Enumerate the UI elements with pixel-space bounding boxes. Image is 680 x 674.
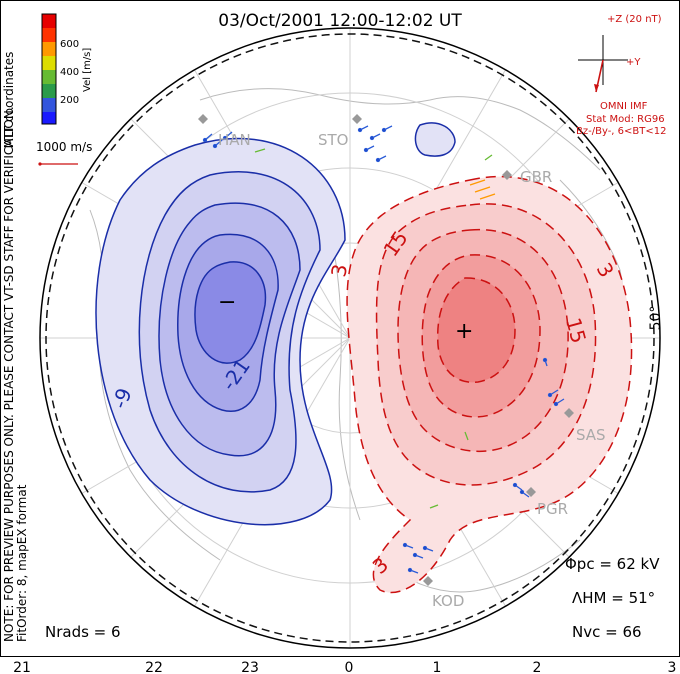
station-label: SAS xyxy=(576,426,606,444)
positive-potential-cell xyxy=(346,175,633,594)
plot-title: 03/Oct/2001 12:00-12:02 UT xyxy=(218,11,462,31)
station-label: KOD xyxy=(432,592,464,610)
coordinate-system-label: MLT coordinates xyxy=(2,52,16,149)
velocity-colorbar: 600 400 200 Vel [m/s] xyxy=(41,13,93,125)
stat-model-label: Stat Mod: RG96 xyxy=(586,114,665,125)
hm-boundary-latitude: ΛHM = 51° xyxy=(572,589,655,607)
preview-note: NOTE: FOR PREVIEW PURPOSES ONLY. PLEASE … xyxy=(2,106,16,642)
mlt-tick-label: 21 xyxy=(13,660,31,674)
mlt-tick-label: 1 xyxy=(433,660,442,674)
imf-y-axis-label: +Y xyxy=(626,57,641,68)
radar-count: Nrads = 6 xyxy=(45,623,121,641)
mlt-tick-label: 0 xyxy=(345,660,354,674)
colorbar-segment xyxy=(42,98,56,112)
colorbar-segment xyxy=(42,112,56,124)
colorbar-segment xyxy=(42,28,56,42)
colorbar-segment xyxy=(42,70,56,84)
mlt-tick-label: 2 xyxy=(533,660,542,674)
velocity-scale-label: 1000 m/s xyxy=(36,140,92,154)
colorbar-tick: 200 xyxy=(60,95,79,106)
potential-max-marker: + xyxy=(455,319,473,344)
imf-z-axis-label: +Z (20 nT) xyxy=(607,14,662,25)
imf-conditions-label: Bz-/By-, 6<BT<12 xyxy=(576,126,666,137)
negative-potential-cell xyxy=(95,122,456,526)
cross-polar-potential: Φpc = 62 kV xyxy=(565,555,660,573)
map-statistics: Φpc = 62 kV ΛHM = 51° Nvc = 66 Nrads = 6 xyxy=(45,555,660,641)
colorbar-segment xyxy=(42,56,56,70)
colorbar-segment xyxy=(42,14,56,28)
fitorder-note: FitOrder: 8, mapEX format xyxy=(15,484,29,642)
heppner-maynard-boundary xyxy=(45,33,655,643)
potential-min-marker: − xyxy=(218,290,236,315)
colorbar-tick: 400 xyxy=(60,67,79,78)
colorbar-segment xyxy=(42,84,56,98)
colorbar-segment xyxy=(42,42,56,56)
contour-label: 3 xyxy=(326,262,352,279)
station-label: GBR xyxy=(520,168,552,186)
imf-source-label: OMNI IMF xyxy=(600,101,648,112)
mlt-tick-label: 22 xyxy=(145,660,163,674)
colorbar-label: Vel [m/s] xyxy=(82,48,93,92)
vector-count: Nvc = 66 xyxy=(572,623,642,641)
imf-clock-dial: +Z (20 nT) +Y OMNI IMF Stat Mod: RG96 Bz… xyxy=(576,14,666,137)
mlt-tick-label: 23 xyxy=(241,660,259,674)
station-label: STO xyxy=(318,131,349,149)
latitude-label: 50° xyxy=(648,306,664,331)
station-label: HAN xyxy=(218,131,251,149)
mlt-tick-label: 3 xyxy=(668,660,677,674)
station-markers xyxy=(198,114,574,586)
velocity-vectors xyxy=(202,125,565,574)
colorbar-tick: 600 xyxy=(60,39,79,50)
mlt-axis: 21 22 23 0 1 2 3 xyxy=(13,660,676,674)
station-labels: HAN STO GBR SAS PGR KOD xyxy=(218,131,606,610)
station-label: PGR xyxy=(537,500,568,518)
map-boundary xyxy=(39,27,661,649)
velocity-scale: 1000 m/s xyxy=(36,140,92,166)
